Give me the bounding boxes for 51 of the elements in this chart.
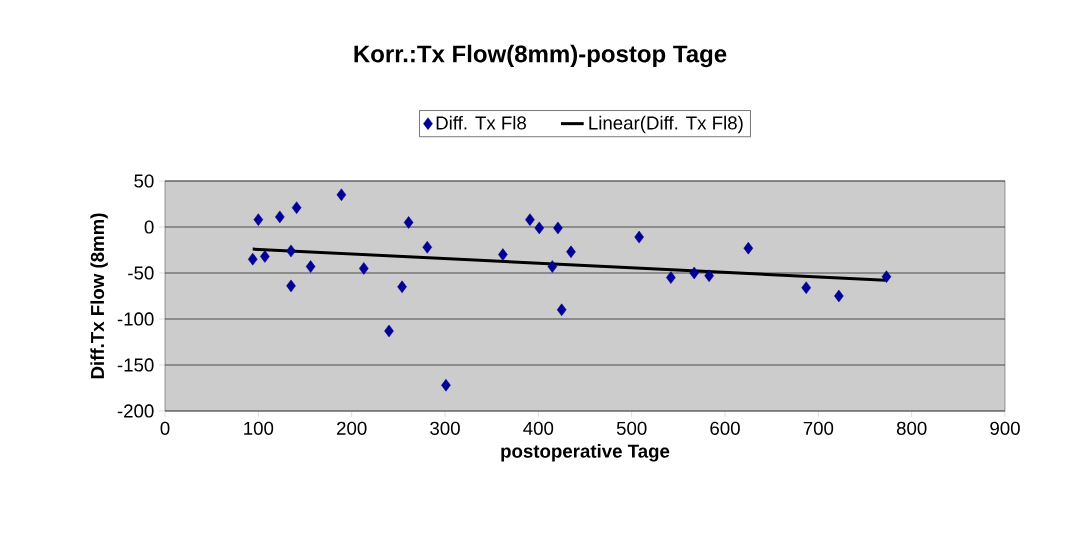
y-tick-label: -50 xyxy=(128,266,154,280)
point xyxy=(704,269,714,283)
point xyxy=(547,260,558,273)
y-tick-label: -100 xyxy=(117,312,154,326)
point xyxy=(247,252,258,266)
x-tick-label: 500 xyxy=(616,421,647,435)
point xyxy=(666,271,676,284)
point xyxy=(556,303,567,317)
point xyxy=(291,201,302,214)
point xyxy=(403,216,414,229)
point xyxy=(384,324,394,338)
point xyxy=(286,279,296,293)
x-tick-label: 800 xyxy=(896,421,927,435)
y-tick-label: 50 xyxy=(134,174,154,188)
point xyxy=(634,230,644,244)
point xyxy=(834,289,844,303)
legend-label: Diff. Tx Fl8 xyxy=(436,115,526,130)
point xyxy=(275,210,285,224)
legend-label: Linear(Diff. Tx Fl8) xyxy=(589,115,743,134)
y-axis-title: Diff.Tx Flow (8mm) xyxy=(90,213,108,379)
point xyxy=(534,221,545,235)
point xyxy=(422,240,433,254)
point xyxy=(253,213,264,226)
point xyxy=(743,241,754,255)
y-tick-label: 0 xyxy=(144,220,154,234)
y-tick-label: -200 xyxy=(117,404,154,418)
x-tick-label: 600 xyxy=(710,421,740,435)
point xyxy=(336,188,347,202)
x-tick-label: 400 xyxy=(523,421,554,435)
chart-title: Korr.:Tx Flow(8mm)-postop Tage xyxy=(354,44,727,68)
point xyxy=(359,262,369,275)
x-tick-label: 900 xyxy=(990,421,1020,435)
x-tick-label: 200 xyxy=(337,421,367,435)
point xyxy=(441,378,451,392)
point xyxy=(305,260,316,273)
point xyxy=(566,245,576,259)
x-tick-label: 700 xyxy=(803,421,834,435)
x-tick-label: 0 xyxy=(160,421,170,435)
x-tick-label: 100 xyxy=(244,421,274,435)
point xyxy=(553,221,563,235)
point xyxy=(689,266,699,280)
x-axis-title: postoperative Tage xyxy=(501,444,670,462)
y-tick-label: -150 xyxy=(117,358,154,372)
point xyxy=(881,270,892,283)
point xyxy=(260,250,270,263)
point xyxy=(525,213,535,226)
point xyxy=(286,244,296,258)
point xyxy=(801,281,811,294)
point xyxy=(498,248,508,261)
x-tick-label: 300 xyxy=(430,421,460,435)
point xyxy=(397,280,407,294)
